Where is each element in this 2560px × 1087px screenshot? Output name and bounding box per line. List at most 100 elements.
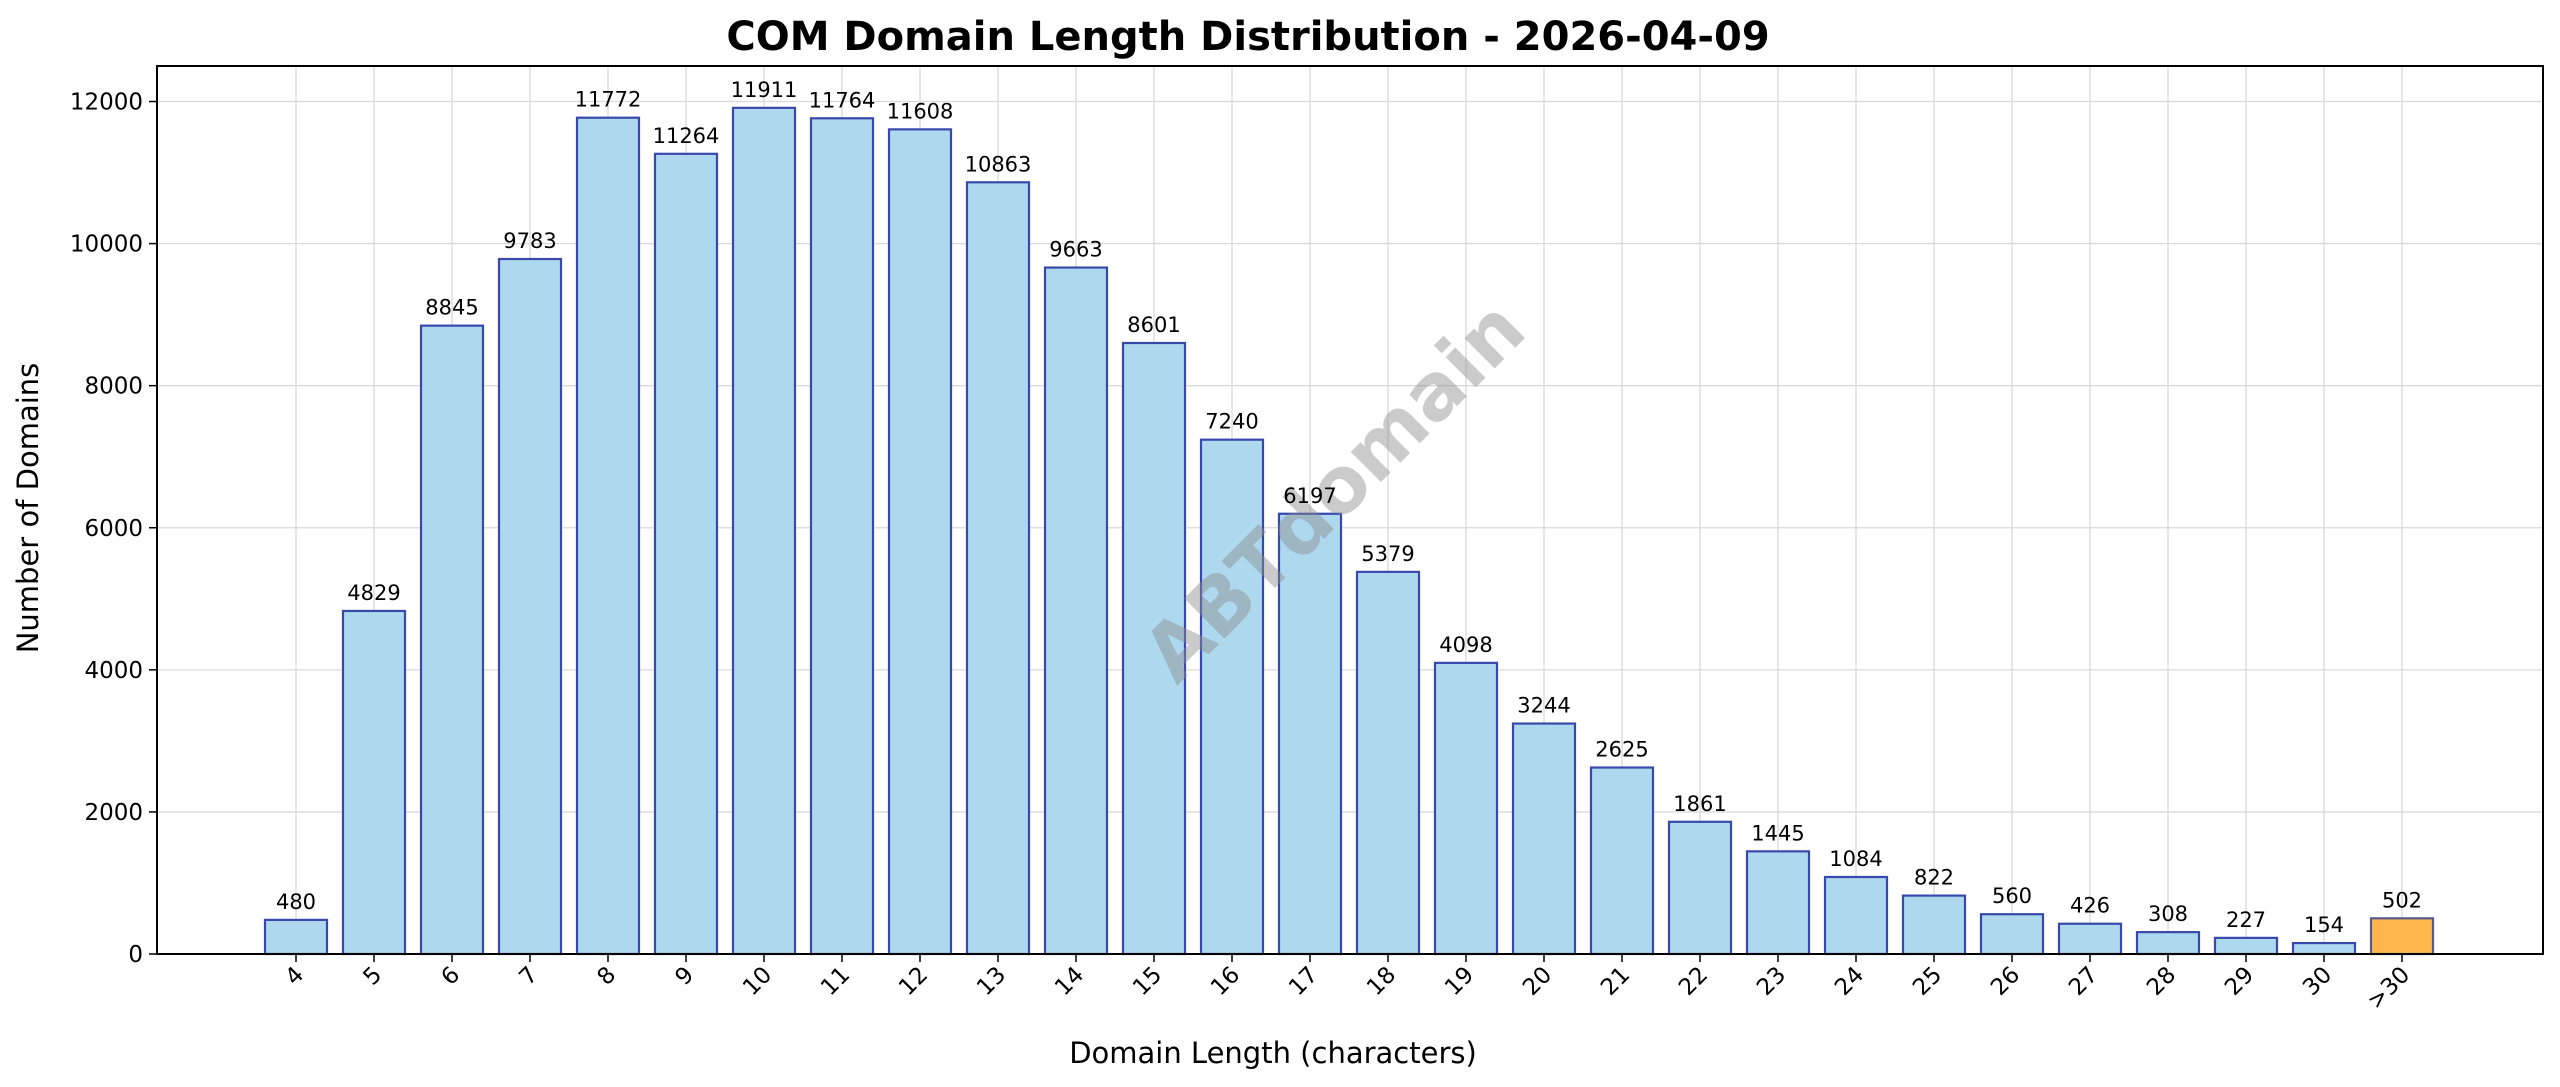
x-tick-label: 4 [281,962,310,991]
x-tick-label: 25 [1908,962,1947,1001]
x-tick-label: 6 [437,962,466,991]
x-tick-label: 15 [1128,962,1167,1001]
data-label: 6197 [1283,484,1336,508]
data-label: 308 [2148,902,2188,926]
y-tick-label: 2000 [84,800,143,826]
y-tick-label: 8000 [84,374,143,400]
bar-30 [2291,941,2357,956]
y-tick-label: 0 [128,942,143,968]
bar-6 [419,324,485,956]
bar-19 [1433,661,1499,956]
bar-11 [809,117,875,956]
x-tick-label: 10 [738,962,777,1001]
x-tick-label: 19 [1440,962,1479,1001]
x-tick-label: 13 [972,962,1011,1001]
bar-18 [1355,570,1421,956]
chart-title: COM Domain Length Distribution - 2026-04… [726,14,1769,60]
x-tick-label: >30 [2363,962,2416,1015]
x-tick-label: 28 [2142,962,2181,1001]
data-label: 7240 [1205,410,1258,434]
bar-20 [1511,722,1577,956]
y-tick-label: 6000 [84,516,143,542]
x-tick-label: 17 [1284,962,1323,1001]
data-label: 4829 [347,581,400,605]
data-label: 1445 [1751,821,1804,845]
x-tick-label: 7 [515,962,544,991]
bar-5 [341,609,407,956]
data-label: 8845 [425,296,478,320]
bar-17 [1277,512,1343,956]
x-tick-label: 29 [2220,962,2259,1001]
bar-15 [1121,341,1187,956]
x-axis-title: Domain Length (characters) [1069,1036,1477,1070]
data-label: 8601 [1127,313,1180,337]
x-tick-label: 14 [1050,962,1089,1001]
data-label: 11911 [731,78,798,102]
bars [263,106,2435,956]
data-label: 502 [2382,888,2422,912]
x-tick-label: 24 [1830,962,1869,1001]
data-label: 227 [2226,908,2266,932]
bar-12 [887,128,953,956]
bar-25 [1901,894,1967,956]
bar-14 [1043,266,1109,956]
y-axis-ticks: 0 2000 4000 6000 8000 10000 12000 [70,90,157,968]
data-label: 154 [2304,913,2344,937]
bar-13 [965,181,1031,956]
data-label: 822 [1914,866,1954,890]
bar-22 [1667,820,1733,956]
x-tick-label: 12 [894,962,933,1001]
x-tick-label: 8 [593,962,622,991]
y-tick-label: 10000 [70,232,143,258]
y-tick-label: 12000 [70,90,143,116]
bar-10 [731,106,797,956]
data-label: 3244 [1517,694,1570,718]
x-axis-ticks: 4 5 6 7 8 9 10 11 12 13 14 15 16 17 18 19 20 21 22 23 24 25 26… [281,954,2416,1015]
x-tick-label: 18 [1362,962,1401,1001]
x-tick-label: 11 [816,962,855,1001]
bar-7 [497,257,563,956]
data-label: 560 [1992,884,2032,908]
data-label: 10863 [965,152,1032,176]
bar-16 [1199,438,1265,956]
data-label: 1084 [1829,847,1882,871]
bar->30 [2369,917,2435,956]
data-label: 9663 [1049,238,1102,262]
bar-23 [1745,850,1811,956]
data-label: 9783 [503,229,556,253]
x-tick-label: 20 [1518,962,1557,1001]
data-label: 11608 [887,99,954,123]
x-tick-label: 22 [1674,962,1713,1001]
data-labels: 480 4829 8845 9783 11772 11264 11911 11764 11608… [276,78,2422,937]
x-tick-label: 21 [1596,962,1635,1001]
bar-8 [575,116,641,956]
data-label: 480 [276,890,316,914]
x-tick-label: 16 [1206,962,1245,1001]
bar-9 [653,152,719,956]
data-label: 4098 [1439,633,1492,657]
y-axis-title: Number of Domains [11,363,45,654]
x-tick-label: 26 [1986,962,2025,1001]
data-label: 11264 [653,124,720,148]
bar-27 [2057,922,2123,956]
bar-24 [1823,875,1889,956]
bar-26 [1979,913,2045,956]
bar-28 [2135,931,2201,956]
bar-29 [2213,936,2279,956]
bar-4 [263,918,329,956]
x-tick-label: 27 [2064,962,2103,1001]
x-tick-label: 9 [671,962,700,991]
data-label: 11764 [809,88,876,112]
data-label: 5379 [1361,542,1414,566]
x-tick-label: 23 [1752,962,1791,1001]
plot-frame [156,65,2544,955]
y-tick-label: 4000 [84,658,143,684]
x-tick-label: 5 [359,962,388,991]
data-label: 1861 [1673,792,1726,816]
data-label: 11772 [575,88,642,112]
bar-21 [1589,766,1655,956]
data-label: 2625 [1595,738,1648,762]
x-tick-label: 30 [2298,962,2337,1001]
